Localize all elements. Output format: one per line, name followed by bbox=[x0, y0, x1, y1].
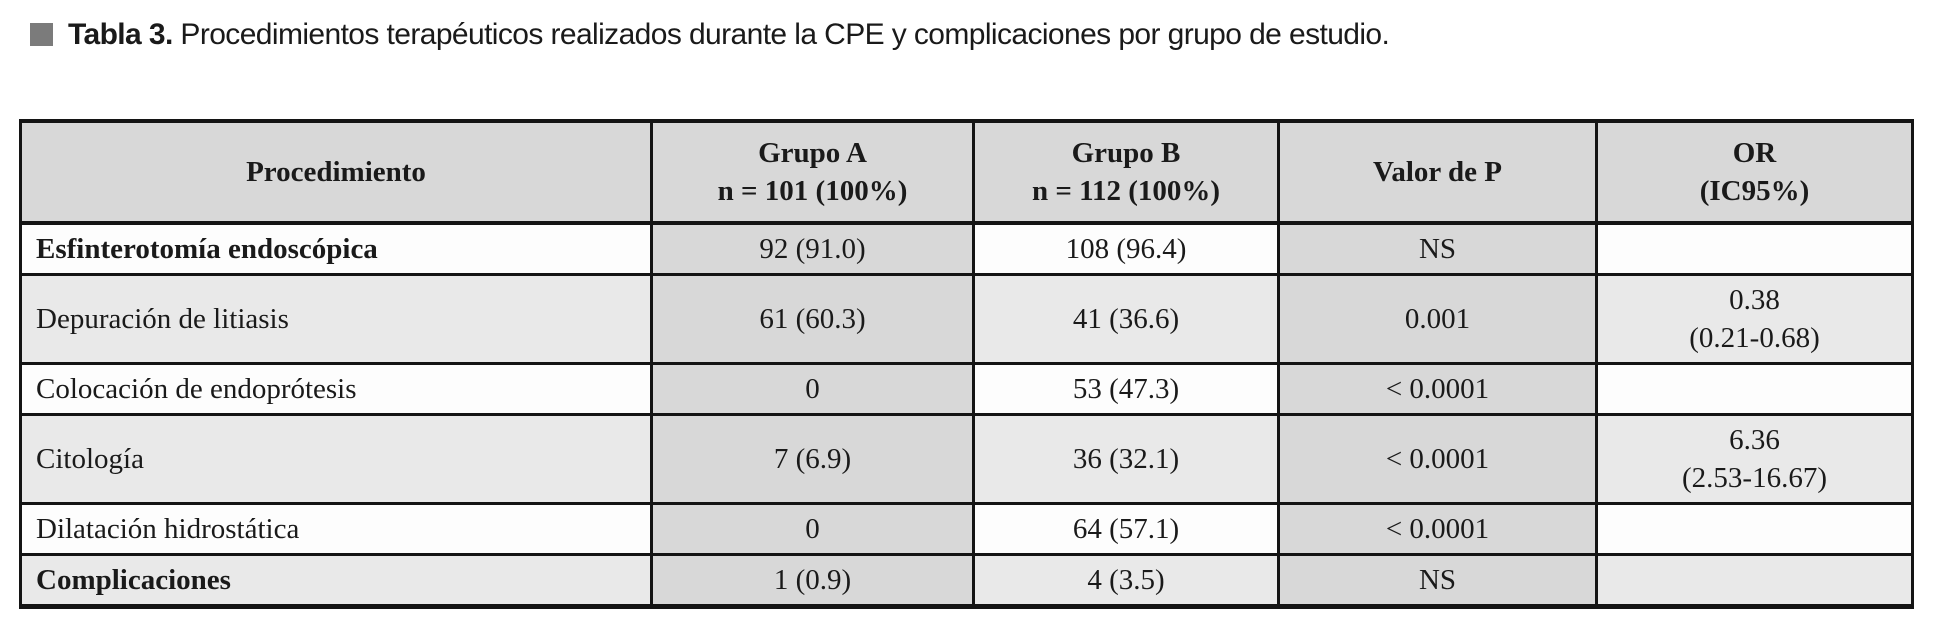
cell-grupo-a: 92 (91.0) bbox=[650, 221, 975, 276]
table-row: Complicaciones 1 (0.9) 4 (3.5) NS bbox=[19, 553, 1914, 608]
table-row: Dilatación hidrostática 0 64 (57.1) < 0.000… bbox=[19, 502, 1914, 556]
cell-grupo-a: 0 bbox=[650, 362, 975, 416]
cell-valor-p: 0.001 bbox=[1277, 273, 1598, 365]
cell-grupo-b: 36 (32.1) bbox=[972, 413, 1280, 505]
cell-or-ic95 bbox=[1595, 553, 1914, 608]
cell-valor-p: NS bbox=[1277, 553, 1598, 608]
cell-grupo-b: 4 (3.5) bbox=[972, 553, 1280, 608]
column-header-grupo-b: Grupo B n = 112 (100%) bbox=[972, 119, 1280, 225]
cell-procedimiento: Dilatación hidrostática bbox=[19, 502, 653, 556]
cell-grupo-a: 7 (6.9) bbox=[650, 413, 975, 505]
cell-or-ic95: 0.38 (0.21-0.68) bbox=[1595, 273, 1914, 365]
cell-valor-p: < 0.0001 bbox=[1277, 362, 1598, 416]
column-header-or-ic95: OR (IC95%) bbox=[1595, 119, 1914, 225]
table-header-row: Procedimiento Grupo A n = 101 (100%) Gru… bbox=[19, 119, 1914, 225]
data-table: Procedimiento Grupo A n = 101 (100%) Gru… bbox=[19, 119, 1914, 609]
cell-valor-p: NS bbox=[1277, 221, 1598, 276]
table-row: Depuración de litiasis 61 (60.3) 41 (36.6)… bbox=[19, 273, 1914, 365]
cell-procedimiento: Depuración de litiasis bbox=[19, 273, 653, 365]
table-caption: Tabla 3. Procedimientos terapéuticos rea… bbox=[30, 18, 1390, 52]
column-header-grupo-a: Grupo A n = 101 (100%) bbox=[650, 119, 975, 225]
cell-grupo-b: 53 (47.3) bbox=[972, 362, 1280, 416]
table-row: Colocación de endoprótesis 0 53 (47.3) < 0.… bbox=[19, 362, 1914, 416]
cell-grupo-a: 0 bbox=[650, 502, 975, 556]
table-row: Citología 7 (6.9) 36 (32.1) < 0.0001 6.36 (2… bbox=[19, 413, 1914, 505]
cell-procedimiento: Citología bbox=[19, 413, 653, 505]
table-body: Esfinterotomía endoscópica 92 (91.0) 108 (… bbox=[19, 221, 1914, 608]
cell-valor-p: < 0.0001 bbox=[1277, 413, 1598, 505]
column-header-procedimiento: Procedimiento bbox=[19, 119, 653, 225]
cell-procedimiento: Colocación de endoprótesis bbox=[19, 362, 653, 416]
cell-procedimiento: Complicaciones bbox=[19, 553, 653, 608]
cell-or-ic95 bbox=[1595, 362, 1914, 416]
cell-valor-p: < 0.0001 bbox=[1277, 502, 1598, 556]
cell-or-ic95 bbox=[1595, 221, 1914, 276]
caption-text: Procedimientos terapéuticos realizados d… bbox=[172, 18, 1390, 51]
table-header: Procedimiento Grupo A n = 101 (100%) Gru… bbox=[19, 119, 1914, 225]
caption-bullet-square-icon bbox=[30, 23, 53, 46]
table-row: Esfinterotomía endoscópica 92 (91.0) 108 (… bbox=[19, 221, 1914, 276]
cell-grupo-b: 41 (36.6) bbox=[972, 273, 1280, 365]
column-header-valor-p: Valor de P bbox=[1277, 119, 1598, 225]
cell-procedimiento: Esfinterotomía endoscópica bbox=[19, 221, 653, 276]
cell-or-ic95 bbox=[1595, 502, 1914, 556]
cell-or-ic95: 6.36 (2.53-16.67) bbox=[1595, 413, 1914, 505]
cell-grupo-a: 61 (60.3) bbox=[650, 273, 975, 365]
caption-table-number: Tabla 3. bbox=[68, 18, 173, 51]
cell-grupo-a: 1 (0.9) bbox=[650, 553, 975, 608]
cell-grupo-b: 108 (96.4) bbox=[972, 221, 1280, 276]
cell-grupo-b: 64 (57.1) bbox=[972, 502, 1280, 556]
